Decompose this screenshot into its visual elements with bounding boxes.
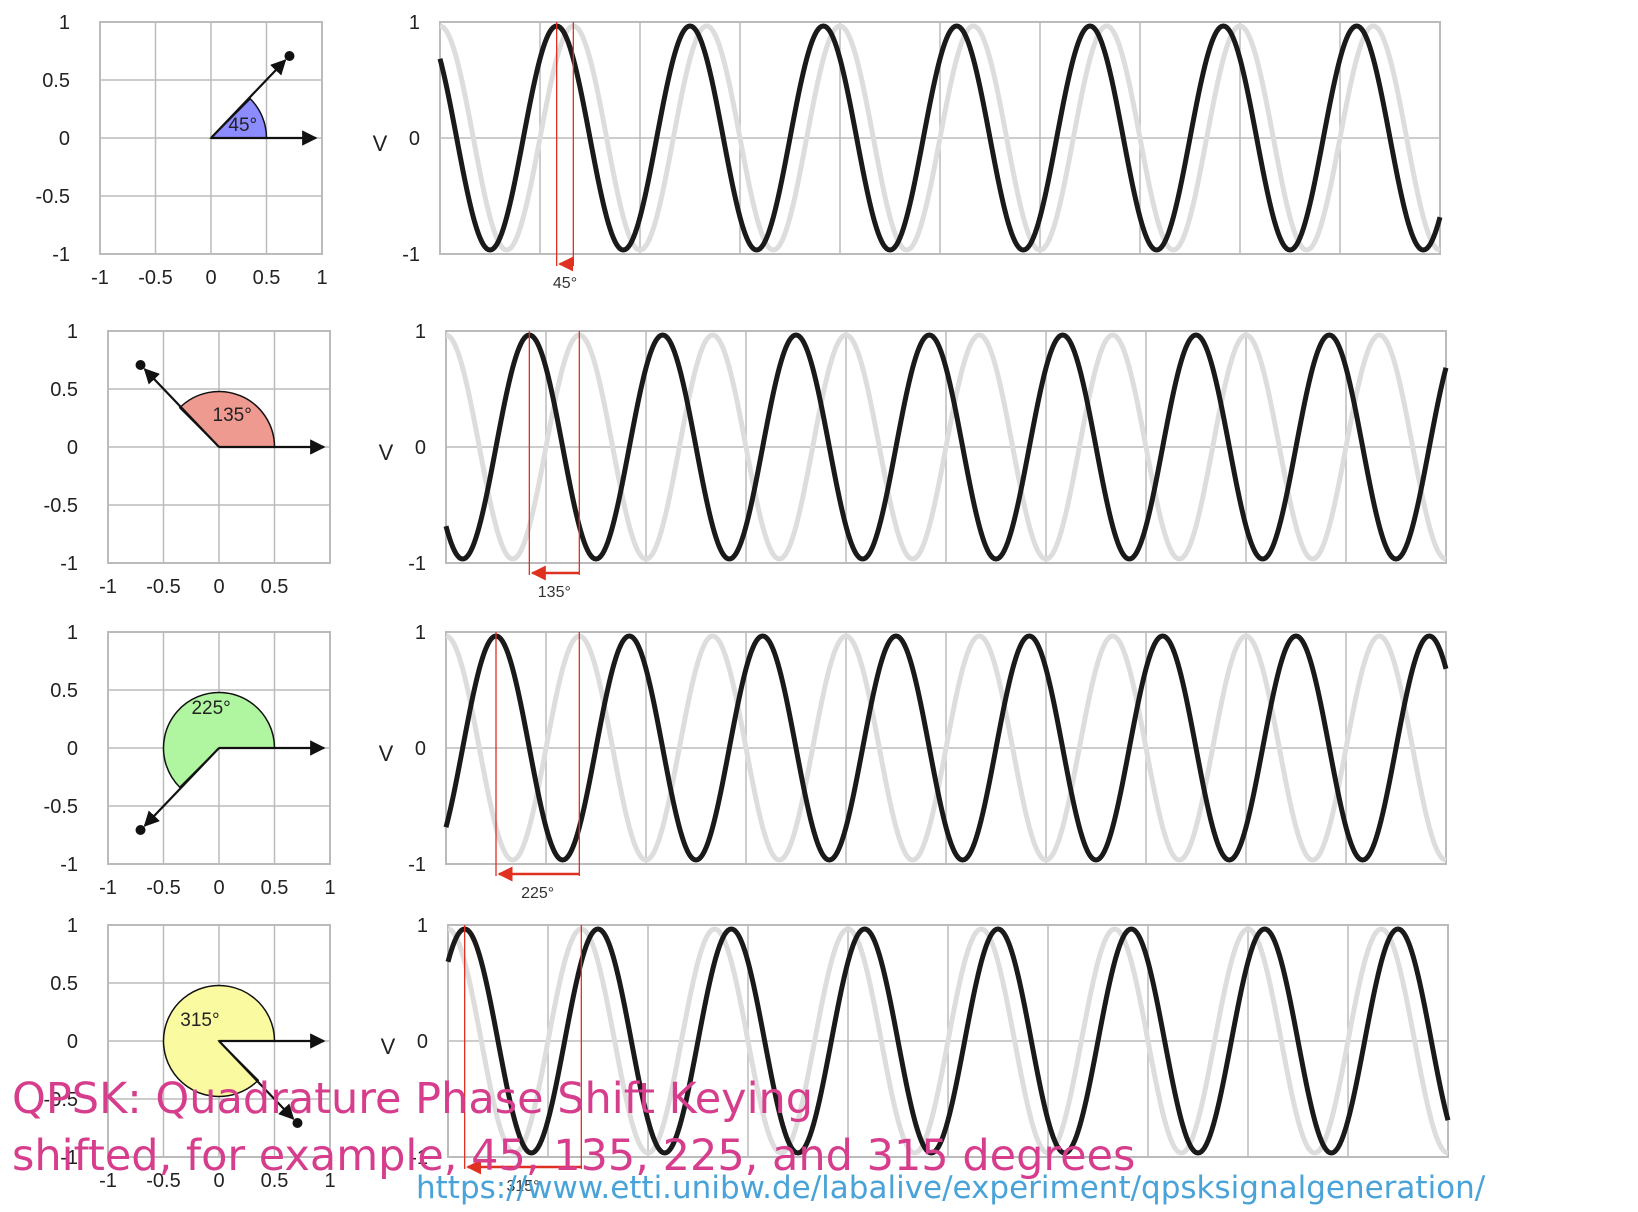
wave-plot-3: 1 0 -1 V 225° <box>379 622 1449 902</box>
reference-sinusoid <box>447 926 1449 1156</box>
phasor-vector <box>143 747 220 827</box>
phasor-x-tick: -0.5 <box>146 877 180 899</box>
phasor-y-tick: 0 <box>59 128 70 150</box>
wave-y-tick: 1 <box>417 915 428 937</box>
phasor-x-tick: -1 <box>99 877 117 899</box>
phasor-tip-dot <box>292 1118 303 1129</box>
row-2: 1 0.5 0 -0.5 -1 -1 -0.5 0 0.5 135° 1 0 -1 V 135° <box>44 321 1449 601</box>
phasor-x-tick: 0 <box>213 576 224 598</box>
phasor-y-tick: -0.5 <box>44 1089 78 1111</box>
phase-shifted-sinusoid <box>443 332 1449 562</box>
phasor-x-tick: 0.5 <box>261 877 289 899</box>
phasor-tip-dot <box>135 359 146 370</box>
phasor-y-tick: -1 <box>60 854 78 876</box>
phasor-x-tick: 0.5 <box>261 576 289 598</box>
phasor-x-tick: 0 <box>213 877 224 899</box>
wave-y-label: V <box>381 1034 396 1059</box>
phasor-x-tick: -0.5 <box>146 576 180 598</box>
phasor-vector <box>210 59 287 139</box>
phasor-y-tick: 0.5 <box>42 70 70 92</box>
wave-y-tick: 1 <box>409 12 420 34</box>
wave-y-tick: 1 <box>415 321 426 343</box>
phasor-x-tick: 0.5 <box>261 1170 289 1192</box>
phasor-y-tick: 0.5 <box>50 680 78 702</box>
wave-y-label: V <box>379 440 394 465</box>
phasor-x-tick: 1 <box>324 1170 335 1192</box>
phase-shifted-sinusoid <box>443 633 1449 863</box>
phasor-angle-label: 225° <box>191 698 230 719</box>
wave-y-tick: 0 <box>415 738 426 760</box>
phasor-vector <box>218 1040 295 1120</box>
wave-y-tick: 1 <box>415 622 426 644</box>
phasor-y-tick: 0.5 <box>50 379 78 401</box>
wave-y-tick: -1 <box>410 1147 428 1169</box>
phasor-x-tick: -0.5 <box>146 1170 180 1192</box>
wave-y-tick: -1 <box>408 553 426 575</box>
row-4: 1 0.5 0 -0.5 -1 -1 -0.5 0 0.5 1 315° 1 0 -1 V 315° <box>44 915 1451 1195</box>
phasor-y-tick: -1 <box>60 553 78 575</box>
phasor-y-tick: 0 <box>67 1031 78 1053</box>
phasor-x-tick: 1 <box>316 267 327 289</box>
phasor-angle-label: 135° <box>213 405 252 426</box>
phase-wedge <box>162 691 276 789</box>
wave-y-tick: -1 <box>408 854 426 876</box>
phasor-plot-3: 1 0.5 0 -0.5 -1 -1 -0.5 0 0.5 1 225° <box>44 622 336 899</box>
wave-y-tick: 0 <box>417 1031 428 1053</box>
phasor-x-tick: -1 <box>91 267 109 289</box>
phasor-x-tick: 0 <box>205 267 216 289</box>
phasor-x-tick: 0 <box>213 1170 224 1192</box>
phasor-x-tick: -1 <box>99 576 117 598</box>
phase-shift-label: 135° <box>538 584 571 601</box>
phasor-tip-dot <box>135 825 146 836</box>
phasor-tip-dot <box>284 50 295 61</box>
phasor-y-tick: -0.5 <box>36 186 70 208</box>
wave-y-tick: 0 <box>409 128 420 150</box>
phasor-y-tick: -0.5 <box>44 796 78 818</box>
phasor-plot-1: 1 0.5 0 -0.5 -1 -1 -0.5 0 0.5 1 45° <box>36 12 328 289</box>
row-3: 1 0.5 0 -0.5 -1 -1 -0.5 0 0.5 1 225° 1 0 -1 V 225° <box>44 622 1449 902</box>
phasor-plot-2: 1 0.5 0 -0.5 -1 -1 -0.5 0 0.5 135° <box>44 321 331 598</box>
wave-y-label: V <box>373 131 388 156</box>
phase-shifted-sinusoid <box>445 926 1451 1156</box>
phasor-angle-label: 45° <box>228 115 257 136</box>
phasor-y-tick: 0 <box>67 738 78 760</box>
phasor-angle-label: 315° <box>180 1010 219 1031</box>
phasor-x-tick: 0.5 <box>253 267 281 289</box>
phasor-vector <box>143 368 220 448</box>
phasor-y-tick: -1 <box>60 1147 78 1169</box>
row-1: 1 0.5 0 -0.5 -1 -1 -0.5 0 0.5 1 45° 1 0 -1 V 45° <box>36 12 1443 292</box>
wave-plot-1: 1 0 -1 V 45° <box>373 12 1443 292</box>
phase-shifted-sinusoid <box>437 23 1443 253</box>
phasor-y-tick: 1 <box>67 321 78 343</box>
phasor-y-tick: -1 <box>52 244 70 266</box>
wave-y-tick: 0 <box>415 437 426 459</box>
phasor-x-tick: -0.5 <box>138 267 172 289</box>
wave-y-label: V <box>379 741 394 766</box>
phasor-y-tick: -0.5 <box>44 495 78 517</box>
phasor-y-tick: 1 <box>67 622 78 644</box>
wave-y-tick: -1 <box>402 244 420 266</box>
reference-sinusoid <box>445 332 1447 562</box>
phasor-y-tick: 1 <box>59 12 70 34</box>
phase-wedge <box>162 984 276 1098</box>
phase-shift-label: 45° <box>553 275 577 292</box>
reference-sinusoid <box>445 633 1447 863</box>
phasor-plot-4: 1 0.5 0 -0.5 -1 -1 -0.5 0 0.5 1 315° <box>44 915 336 1192</box>
phasor-y-tick: 1 <box>67 915 78 937</box>
wave-plot-4: 1 0 -1 V 315° <box>381 915 1451 1195</box>
phase-wedge <box>178 390 276 448</box>
phasor-y-tick: 0 <box>67 437 78 459</box>
phasor-y-tick: 0.5 <box>50 973 78 995</box>
wave-plot-2: 1 0 -1 V 135° <box>379 321 1449 601</box>
phasor-x-tick: -1 <box>99 1170 117 1192</box>
phase-shift-label: 315° <box>506 1178 539 1195</box>
phasor-x-tick: 1 <box>324 877 335 899</box>
reference-sinusoid <box>439 23 1441 253</box>
phase-shift-label: 225° <box>521 885 554 902</box>
